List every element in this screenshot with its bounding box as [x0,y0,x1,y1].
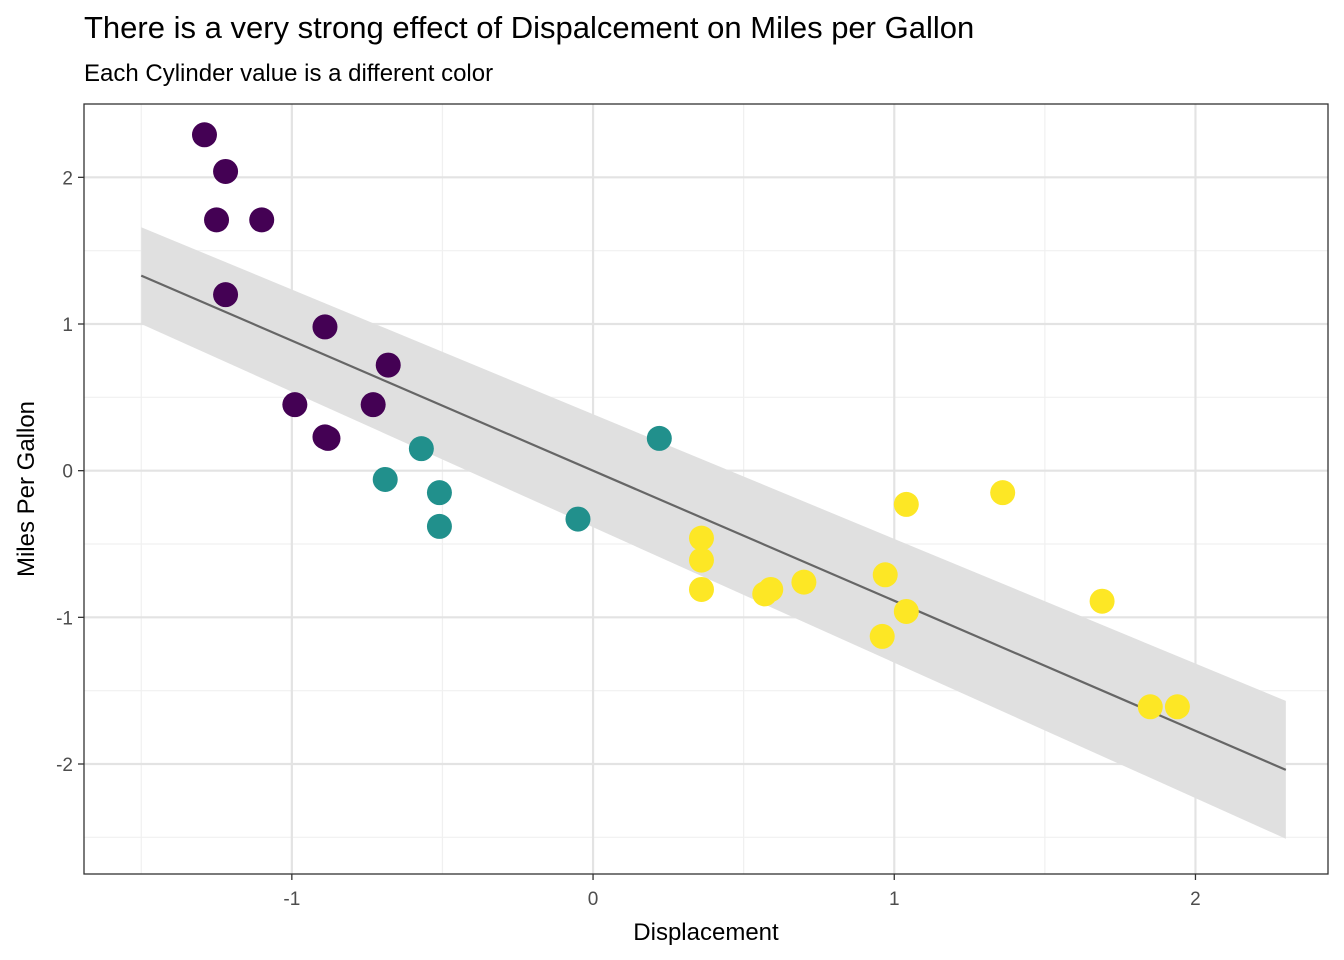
regression-line [140,274,1287,771]
x-tick-label: -1 [283,889,300,910]
data-point [282,392,308,418]
data-point [426,480,452,506]
x-tick-label: 1 [889,889,900,910]
data-point [312,314,338,340]
x-tick-label: 2 [1190,889,1201,910]
y-axis-title: Miles Per Gallon [13,401,40,577]
data-point [990,480,1016,506]
confidence-band [141,227,1286,839]
data-point [565,506,591,532]
y-tick-label: 2 [62,168,73,189]
data-point [646,425,672,451]
data-point [426,513,452,539]
y-tick-label: 1 [62,315,73,336]
data-point [1137,694,1163,720]
data-point [893,598,919,624]
data-point [213,158,239,184]
data-point [408,436,434,462]
data-point [375,352,401,378]
panel-border [83,103,1329,875]
data-point [893,491,919,517]
data-point [688,547,714,573]
chart-subtitle: Each Cylinder value is a different color [84,60,494,87]
data-point [1089,588,1115,614]
data-point [360,392,386,418]
y-tick-label: 0 [62,462,73,483]
y-tick-label: -2 [56,755,73,776]
data-point [249,207,275,233]
data-point [372,466,398,492]
data-point [191,122,217,148]
data-point [688,525,714,551]
data-point [315,425,341,451]
data-point [872,562,898,588]
data-point [1164,694,1190,720]
data-point [758,576,784,602]
data-point [688,576,714,602]
data-point [869,623,895,649]
x-axis-title: Displacement [633,919,779,946]
y-tick-label: -1 [56,608,73,629]
data-point [791,569,817,595]
data-point [213,282,239,308]
x-tick-label: 0 [588,889,599,910]
data-point [204,207,230,233]
chart-title: There is a very strong effect of Dispalc… [84,10,975,45]
